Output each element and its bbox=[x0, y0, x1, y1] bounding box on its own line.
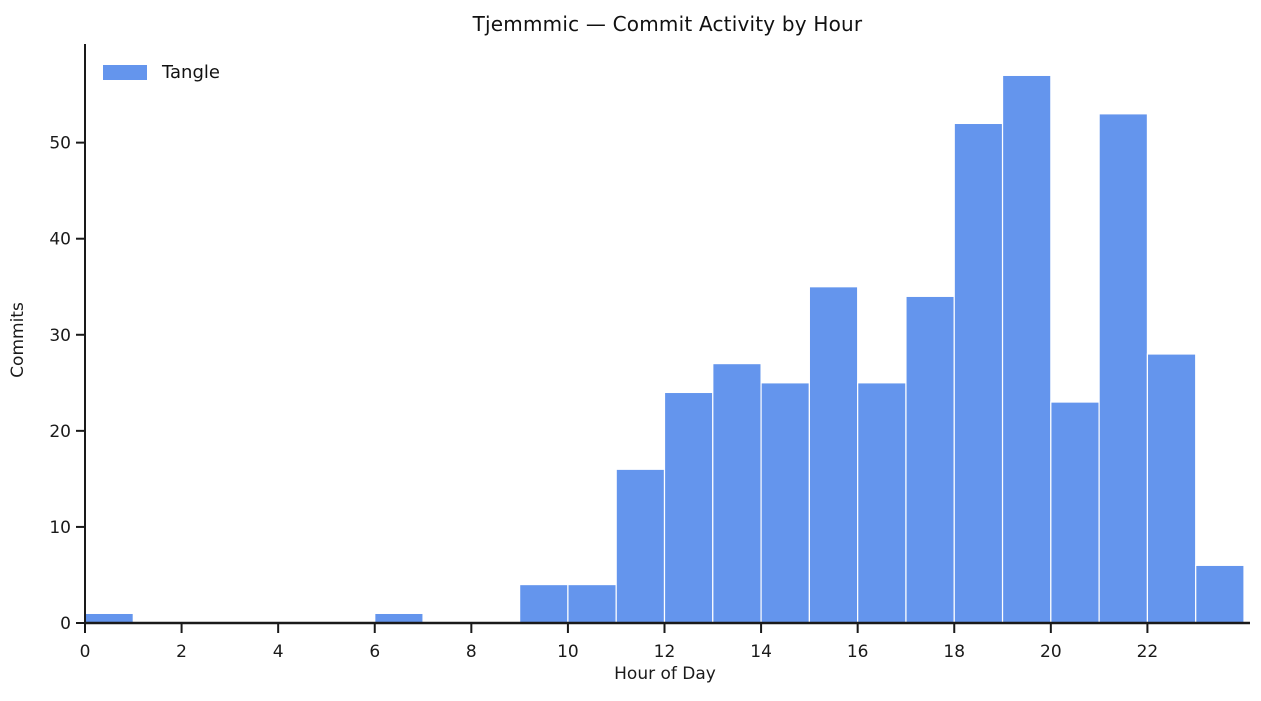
legend: Tangle bbox=[103, 62, 220, 83]
legend-label: Tangle bbox=[162, 62, 220, 83]
x-tick-label-16: 16 bbox=[847, 642, 869, 662]
x-tick-label-10: 10 bbox=[557, 642, 579, 662]
bar-hour-18 bbox=[953, 122, 1004, 624]
x-tick-label-20: 20 bbox=[1040, 642, 1062, 662]
y-tick-label-10: 10 bbox=[49, 518, 71, 538]
x-tick-label-14: 14 bbox=[750, 642, 772, 662]
y-tick-label-20: 20 bbox=[49, 422, 71, 442]
bar-hour-17 bbox=[905, 295, 955, 624]
x-tick-label-0: 0 bbox=[80, 642, 91, 662]
bar-hour-20 bbox=[1050, 401, 1100, 624]
x-tick-label-12: 12 bbox=[654, 642, 676, 662]
bar-hour-13 bbox=[712, 363, 762, 624]
bar-hour-0 bbox=[84, 612, 134, 624]
bar-hour-12 bbox=[663, 391, 714, 624]
x-tick-label-4: 4 bbox=[273, 642, 284, 662]
legend-swatch-icon bbox=[103, 65, 147, 80]
bar-hour-9 bbox=[519, 583, 569, 624]
y-tick-label-0: 0 bbox=[60, 614, 71, 634]
bar-hour-10 bbox=[567, 583, 617, 624]
bar-hour-19 bbox=[1001, 74, 1052, 624]
chart-title: Tjemmmic — Commit Activity by Hour bbox=[472, 12, 863, 36]
x-tick-label-22: 22 bbox=[1137, 642, 1159, 662]
x-tick-label-18: 18 bbox=[943, 642, 965, 662]
x-tick-label-8: 8 bbox=[466, 642, 477, 662]
y-tick-label-50: 50 bbox=[49, 134, 71, 154]
bar-hour-15 bbox=[808, 286, 859, 624]
bar-hour-23 bbox=[1195, 564, 1245, 624]
bar-hour-6 bbox=[374, 612, 424, 624]
x-tick-label-2: 2 bbox=[176, 642, 187, 662]
y-tick-label-30: 30 bbox=[49, 326, 71, 346]
bar-hour-22 bbox=[1146, 353, 1197, 624]
y-tick-label-40: 40 bbox=[49, 230, 71, 250]
bar-hour-16 bbox=[857, 382, 907, 624]
bar-hour-14 bbox=[760, 382, 810, 624]
x-tick-label-6: 6 bbox=[369, 642, 380, 662]
x-axis-label: Hour of Day bbox=[614, 664, 716, 684]
bar-hour-11 bbox=[615, 468, 666, 624]
bar-hour-21 bbox=[1098, 113, 1149, 624]
